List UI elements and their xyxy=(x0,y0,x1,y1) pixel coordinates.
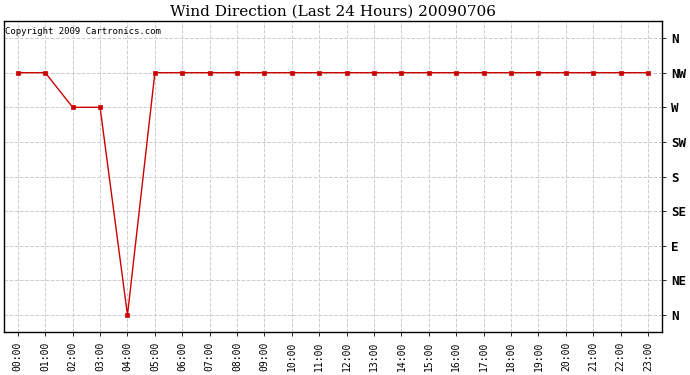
Text: Copyright 2009 Cartronics.com: Copyright 2009 Cartronics.com xyxy=(6,27,161,36)
Title: Wind Direction (Last 24 Hours) 20090706: Wind Direction (Last 24 Hours) 20090706 xyxy=(170,4,496,18)
